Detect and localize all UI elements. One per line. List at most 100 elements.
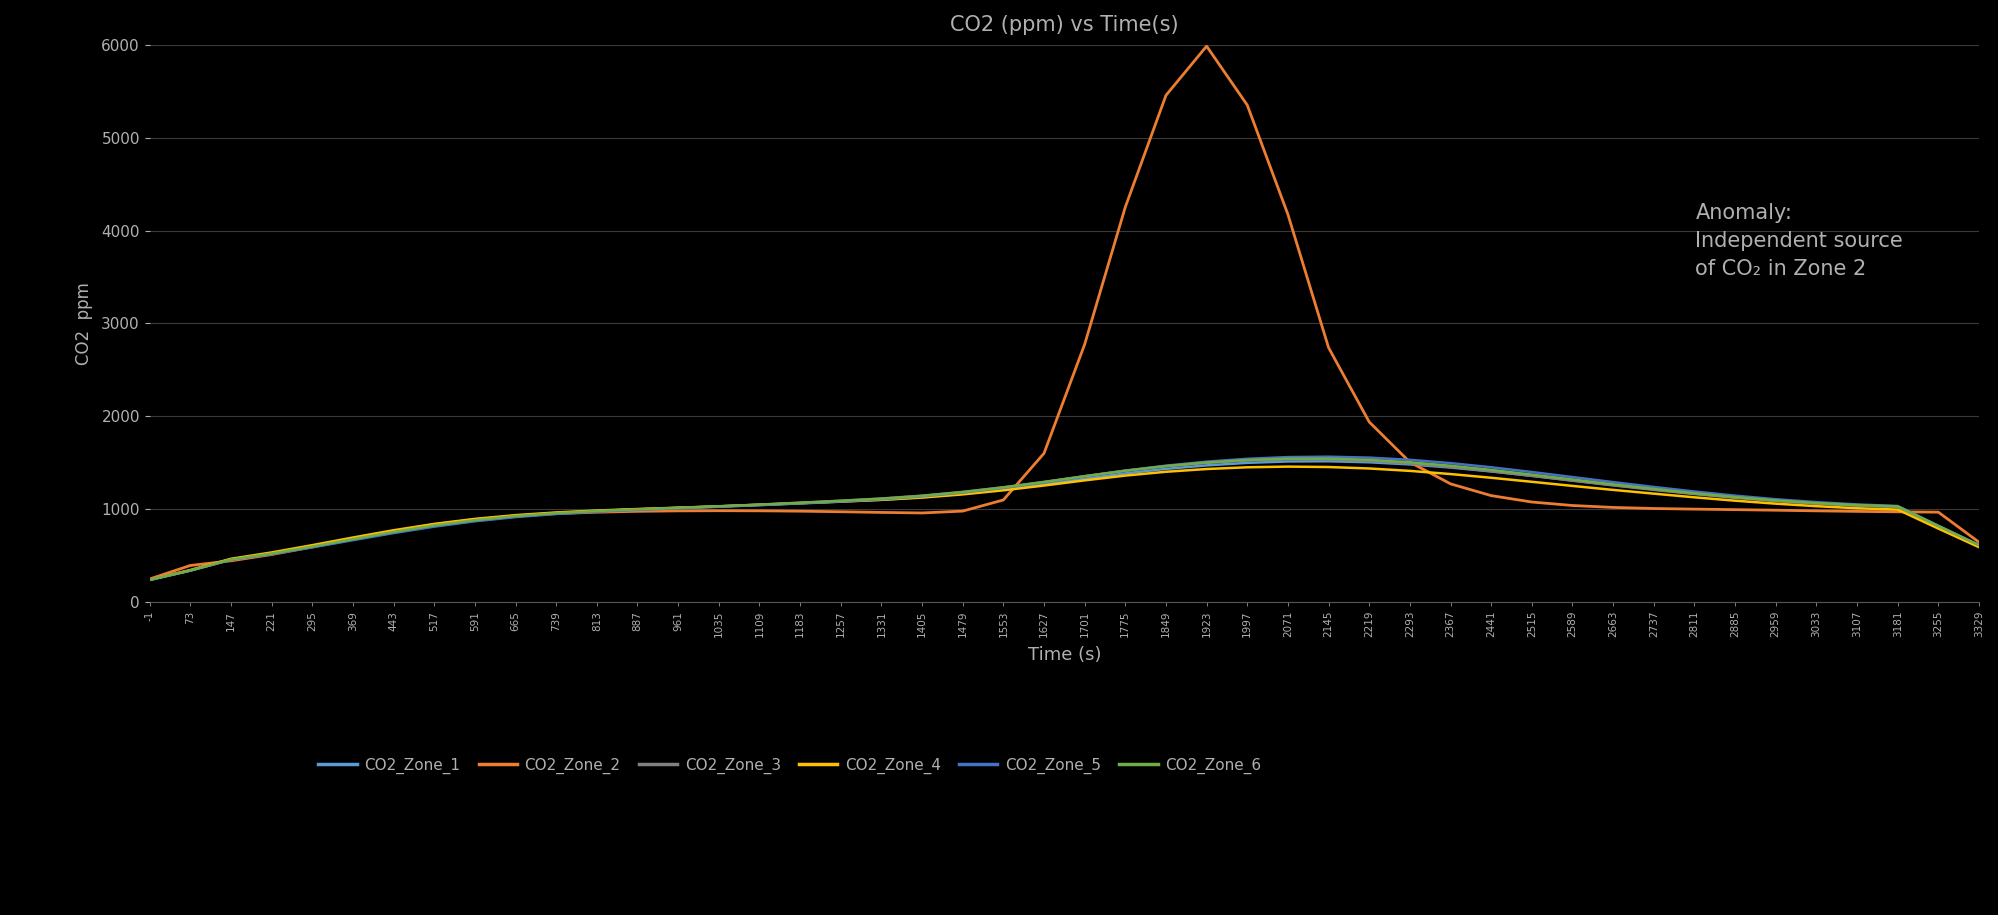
CO2_Zone_2 xyxy=(1113,201,1137,212)
CO2_Zone_2 xyxy=(260,549,284,560)
CO2_Zone_5 xyxy=(1560,471,1584,482)
CO2_Zone_2 xyxy=(585,507,609,518)
CO2_Zone_4 xyxy=(1600,484,1624,495)
CO2_Zone_2 xyxy=(991,494,1015,505)
CO2_Zone_3 xyxy=(1844,500,1868,511)
CO2_Zone_5 xyxy=(829,496,853,507)
CO2_Zone_3 xyxy=(1966,540,1990,551)
CO2_Zone_4 xyxy=(1153,467,1177,478)
Y-axis label: CO2  ppm: CO2 ppm xyxy=(76,282,94,365)
CO2_Zone_3 xyxy=(1439,461,1463,472)
CO2_Zone_2 xyxy=(1275,209,1299,220)
CO2_Zone_2 xyxy=(829,506,853,517)
CO2_Zone_5 xyxy=(1884,501,1908,511)
CO2_Zone_6 xyxy=(951,487,975,498)
CO2_Zone_2 xyxy=(1153,90,1177,101)
CO2_Zone_4 xyxy=(1439,468,1463,479)
CO2_Zone_5 xyxy=(464,516,488,527)
CO2_Zone_5 xyxy=(260,549,284,560)
CO2_Zone_4 xyxy=(1518,477,1542,488)
CO2_Zone_3 xyxy=(1153,461,1177,472)
CO2_Zone_6 xyxy=(1884,501,1908,511)
CO2_Zone_1 xyxy=(422,520,446,531)
CO2_Zone_5 xyxy=(1804,497,1828,508)
CO2_Zone_4 xyxy=(543,507,567,518)
CO2_Zone_4 xyxy=(220,554,244,565)
CO2_Zone_6 xyxy=(1966,540,1990,551)
CO2_Zone_2 xyxy=(1195,40,1219,51)
CO2_Zone_2 xyxy=(625,506,649,517)
CO2_Zone_6 xyxy=(138,575,162,586)
CO2_Zone_6 xyxy=(991,482,1015,493)
CO2_Zone_1 xyxy=(342,533,366,544)
CO2_Zone_1 xyxy=(625,504,649,515)
CO2_Zone_3 xyxy=(260,548,284,559)
CO2_Zone_4 xyxy=(1804,501,1828,511)
CO2_Zone_6 xyxy=(1804,498,1828,509)
CO2_Zone_6 xyxy=(1600,479,1624,490)
CO2_Zone_4 xyxy=(1397,466,1421,477)
CO2_Zone_4 xyxy=(1884,504,1908,515)
CO2_Zone_6 xyxy=(1722,491,1746,502)
CO2_Zone_6 xyxy=(1031,477,1055,488)
CO2_Zone_5 xyxy=(1235,453,1259,464)
CO2_Zone_2 xyxy=(869,507,893,518)
CO2_Zone_2 xyxy=(1884,506,1908,517)
CO2_Zone_3 xyxy=(1317,454,1341,465)
CO2_Zone_5 xyxy=(707,501,731,512)
CO2_Zone_5 xyxy=(342,534,366,545)
CO2_Zone_2 xyxy=(1317,342,1341,353)
CO2_Zone_6 xyxy=(625,504,649,515)
CO2_Zone_3 xyxy=(747,499,771,510)
CO2_Zone_3 xyxy=(342,534,366,545)
CO2_Zone_5 xyxy=(300,542,324,553)
CO2_Zone_1 xyxy=(869,494,893,505)
CO2_Zone_5 xyxy=(951,487,975,498)
CO2_Zone_1 xyxy=(1804,498,1828,509)
CO2_Zone_6 xyxy=(1113,465,1137,476)
CO2_Zone_5 xyxy=(1762,494,1786,505)
CO2_Zone_5 xyxy=(1844,499,1868,510)
CO2_Zone_4 xyxy=(1762,498,1786,509)
CO2_Zone_6 xyxy=(1275,453,1299,464)
CO2_Zone_1 xyxy=(543,508,567,519)
CO2_Zone_5 xyxy=(220,554,244,565)
CO2_Zone_6 xyxy=(585,505,609,516)
CO2_Zone_5 xyxy=(1031,477,1055,488)
CO2_Zone_1 xyxy=(1195,460,1219,471)
CO2_Zone_3 xyxy=(220,554,244,565)
CO2_Zone_2 xyxy=(747,505,771,516)
CO2_Zone_6 xyxy=(220,554,244,565)
CO2_Zone_1 xyxy=(138,575,162,586)
CO2_Zone_6 xyxy=(1073,470,1097,481)
CO2_Zone_5 xyxy=(1600,477,1624,488)
CO2_Zone_4 xyxy=(1073,475,1097,486)
CO2_Zone_6 xyxy=(1317,453,1341,464)
CO2_Zone_6 xyxy=(1357,455,1381,466)
CO2_Zone_4 xyxy=(787,498,811,509)
CO2_Zone_6 xyxy=(342,533,366,544)
CO2_Zone_5 xyxy=(1357,452,1381,463)
Legend: CO2_Zone_1, CO2_Zone_2, CO2_Zone_3, CO2_Zone_4, CO2_Zone_5, CO2_Zone_6: CO2_Zone_1, CO2_Zone_2, CO2_Zone_3, CO2_… xyxy=(312,751,1267,780)
CO2_Zone_5 xyxy=(1195,457,1219,468)
CO2_Zone_2 xyxy=(909,508,933,519)
CO2_Zone_4 xyxy=(1317,461,1341,472)
CO2_Zone_1 xyxy=(1966,540,1990,551)
CO2_Zone_1 xyxy=(1153,463,1177,474)
CO2_Zone_1 xyxy=(1722,492,1746,503)
CO2_Zone_3 xyxy=(1640,484,1664,495)
CO2_Zone_2 xyxy=(382,525,406,536)
CO2_Zone_6 xyxy=(1560,474,1584,485)
CO2_Zone_4 xyxy=(382,525,406,536)
CO2_Zone_5 xyxy=(1439,458,1463,468)
CO2_Zone_3 xyxy=(300,542,324,553)
CO2_Zone_2 xyxy=(1722,504,1746,515)
CO2_Zone_2 xyxy=(787,506,811,517)
CO2_Zone_3 xyxy=(585,506,609,517)
CO2_Zone_4 xyxy=(260,547,284,558)
CO2_Zone_5 xyxy=(747,500,771,511)
CO2_Zone_6 xyxy=(1235,455,1259,466)
CO2_Zone_1 xyxy=(1357,457,1381,468)
CO2_Zone_4 xyxy=(503,510,527,521)
CO2_Zone_5 xyxy=(909,491,933,502)
